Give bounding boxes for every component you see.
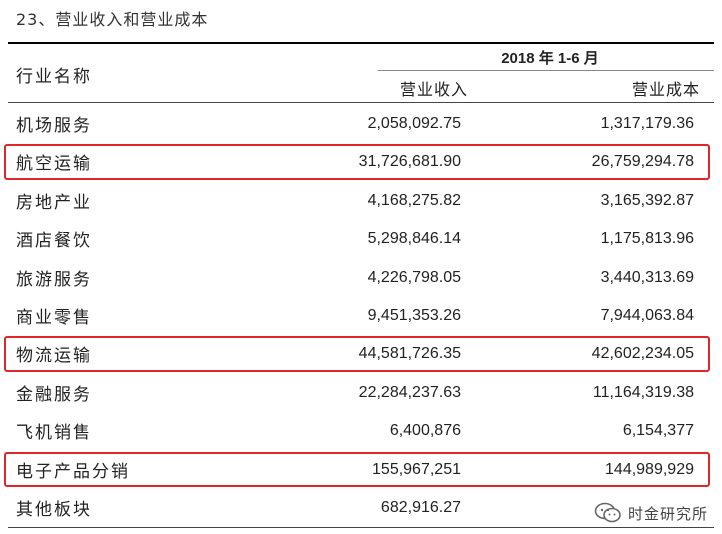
watermark-text: 时金研究所 — [627, 504, 708, 523]
table-row: 电子产品分销 155,967,251 144,989,929 — [8, 450, 714, 488]
table-row: 航空运输 31,726,681.90 26,759,294.78 — [8, 142, 714, 180]
industry-name: 其他板块 — [16, 500, 92, 520]
table-row: 机场服务 2,058,092.75 1,317,179.36 — [8, 104, 714, 142]
revenue-value: 5,298,846.14 — [367, 230, 461, 248]
revenue-value: 6,400,876 — [389, 422, 461, 440]
cost-value: 11,164,319.38 — [592, 383, 694, 401]
industry-name: 航空运输 — [16, 154, 92, 175]
wechat-icon — [594, 502, 621, 523]
industry-name: 飞机销售 — [16, 423, 92, 444]
column-header-cost: 营业成本 — [631, 80, 700, 99]
revenue-value: 682,916.27 — [380, 499, 461, 516]
table-bottom-rule — [8, 527, 714, 528]
industry-name: 电子产品分销 — [16, 461, 130, 482]
cost-value: 26,759,294.78 — [591, 153, 694, 171]
table-row: 商业零售 9,451,353.26 7,944,063.84 — [8, 296, 714, 334]
table-row: 其他板块 682,916.27 — [8, 488, 714, 526]
column-header-period: 2018 年 1-6 月 — [501, 50, 599, 67]
highlight-box — [4, 144, 710, 180]
industry-name: 旅游服务 — [16, 269, 92, 290]
revenue-value: 2,058,092.75 — [367, 115, 461, 132]
column-header-industry: 行业名称 — [16, 67, 92, 87]
cost-value: 42,602,234.05 — [591, 345, 694, 363]
industry-name: 房地产业 — [16, 192, 92, 213]
cost-value: 7,944,063.84 — [600, 307, 694, 324]
table-row: 飞机销售 6,400,876 6,154,377 — [8, 411, 714, 449]
industry-name: 酒店餐饮 — [16, 231, 92, 252]
industry-name: 金融服务 — [16, 384, 92, 405]
header-bottom-rule — [8, 102, 714, 103]
table-row: 物流运输 44,581,726.35 42,602,234.05 — [8, 334, 714, 372]
cost-value: 144,989,929 — [605, 460, 694, 478]
table-row: 酒店餐饮 5,298,846.14 1,175,813.96 — [8, 219, 714, 257]
revenue-value: 4,168,275.82 — [367, 191, 461, 209]
column-header-revenue: 营业收入 — [399, 80, 468, 99]
table-row: 旅游服务 4,226,798.05 3,440,313.69 — [8, 258, 714, 296]
cost-value: 1,317,179.36 — [600, 115, 694, 132]
table-row: 金融服务 22,284,237.63 11,164,319.38 — [8, 373, 714, 411]
revenue-value: 31,726,681.90 — [358, 153, 461, 171]
revenue-value: 9,451,353.26 — [367, 307, 461, 324]
revenue-value: 155,967,251 — [372, 460, 461, 478]
cost-value: 3,440,313.69 — [600, 268, 694, 286]
section-title: 23、营业收入和营业成本 — [16, 10, 209, 29]
revenue-value: 4,226,798.05 — [367, 268, 461, 286]
table-row: 房地产业 4,168,275.82 3,165,392.87 — [8, 181, 714, 219]
cost-value: 1,175,813.96 — [600, 230, 694, 248]
industry-name: 物流运输 — [16, 346, 92, 367]
watermark: 时金研究所 — [594, 502, 708, 524]
industry-name: 商业零售 — [16, 308, 92, 328]
cost-value: 3,165,392.87 — [600, 191, 694, 209]
revenue-value: 44,581,726.35 — [358, 345, 461, 363]
highlight-box — [4, 451, 710, 487]
table-top-rule — [8, 42, 714, 44]
cost-value: 6,154,377 — [622, 422, 694, 440]
highlight-box — [4, 336, 710, 372]
revenue-value: 22,284,237.63 — [358, 383, 461, 401]
period-underline — [378, 70, 714, 71]
industry-name: 机场服务 — [16, 116, 92, 136]
